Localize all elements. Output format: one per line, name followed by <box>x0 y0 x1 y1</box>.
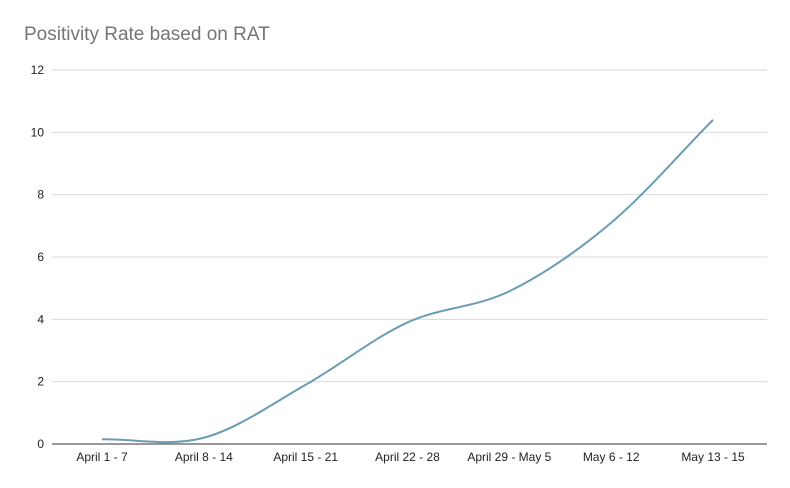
y-tick-label: 2 <box>37 375 44 389</box>
x-tick-label: May 13 - 15 <box>681 450 745 464</box>
y-tick-label: 4 <box>37 312 44 326</box>
x-axis-ticks: April 1 - 7 April 8 - 14 April 15 - 21 Apri… <box>76 450 745 464</box>
x-tick-label: May 6 - 12 <box>583 450 640 464</box>
y-tick-label: 12 <box>31 63 45 77</box>
x-tick-label: April 22 - 28 <box>375 450 440 464</box>
x-tick-label: April 8 - 14 <box>175 450 233 464</box>
chart-title: Positivity Rate based on RAT <box>24 24 270 45</box>
y-tick-label: 6 <box>37 250 44 264</box>
x-tick-label: April 15 - 21 <box>273 450 338 464</box>
gridlines <box>52 69 767 383</box>
y-tick-label: 10 <box>31 125 45 139</box>
y-axis-ticks: 0 2 4 6 8 10 12 <box>31 63 45 451</box>
x-tick-label: April 1 - 7 <box>76 450 128 464</box>
x-tick-label: April 29 - May 5 <box>467 450 551 464</box>
series-line <box>101 119 714 444</box>
y-tick-label: 8 <box>37 188 44 202</box>
y-tick-label: 0 <box>37 437 44 451</box>
